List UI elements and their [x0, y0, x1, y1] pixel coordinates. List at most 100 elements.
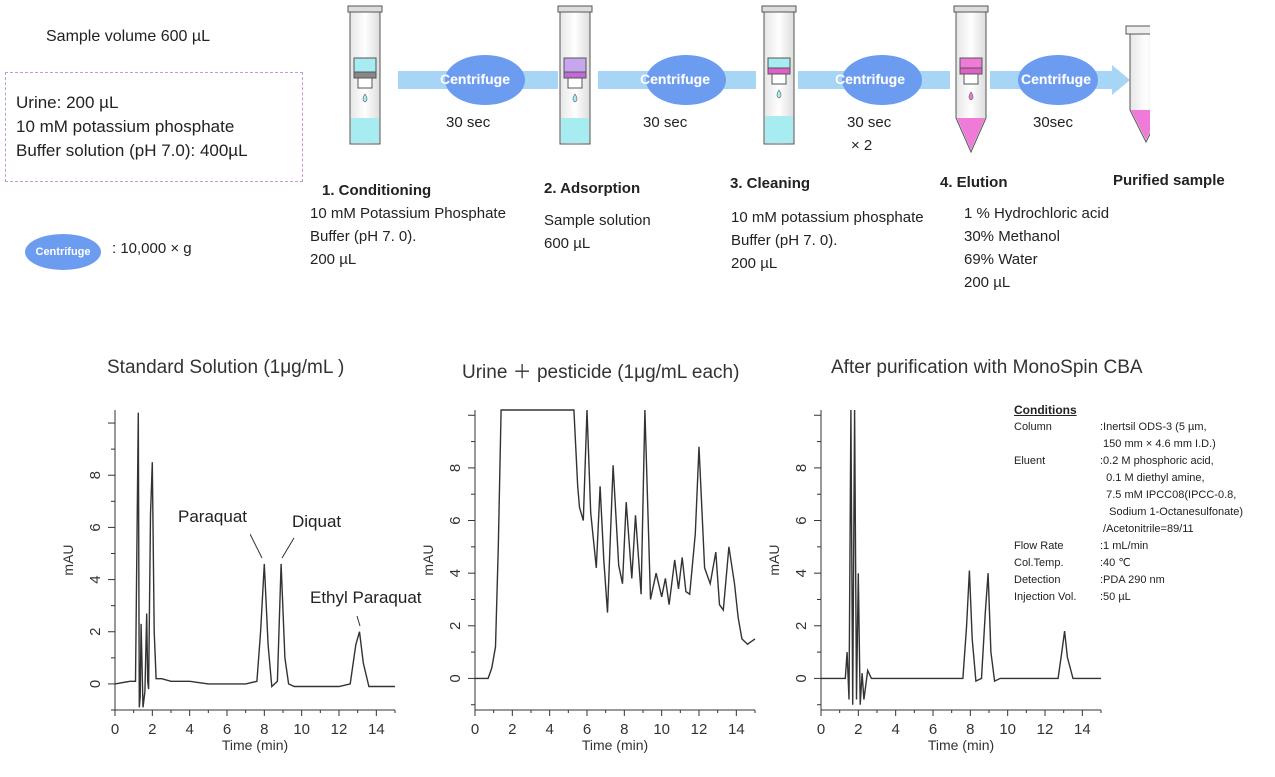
conditions-value: :PDA 290 nm [1100, 574, 1165, 586]
x-tick-label: 8 [620, 721, 628, 738]
x-tick-label: 4 [185, 721, 193, 738]
conditions-key: Eluent [1014, 455, 1046, 467]
x-tick-label: 8 [966, 721, 974, 738]
x-tick-label: 10 [653, 721, 670, 738]
spin-column-4 [953, 5, 989, 154]
sample-volume-label: Sample volume 600 µL [46, 28, 210, 45]
chart-title: After purification with MonoSpin CBA [831, 357, 1143, 378]
sample-composition-box: Urine: 200 µL 10 mM potassium phosphate … [5, 72, 303, 182]
peak-label-ethyl-paraquat: Ethyl Paraquat [310, 588, 422, 607]
centrifuge-label: Centrifuge [640, 71, 710, 87]
x-tick-label: 2 [854, 721, 862, 738]
conditions-key [1014, 521, 1100, 538]
y-tick-label: 2 [87, 628, 104, 636]
conditions-value: :1 mL/min [1100, 540, 1149, 552]
y-tick-label: 4 [447, 569, 464, 577]
x-tick-label: 2 [508, 721, 516, 738]
y-axis-label: mAU [420, 544, 436, 575]
x-axis-label: Time (min) [582, 737, 648, 753]
x-tick-label: 14 [1074, 721, 1091, 738]
x-tick-label: 12 [691, 721, 708, 738]
x-tick-label: 6 [223, 721, 231, 738]
spin-column-2 [557, 5, 593, 145]
conditions-key [1014, 436, 1100, 453]
conditions-key [1014, 504, 1100, 521]
centrifuge-speed: : 10,000 × g [112, 240, 192, 257]
chromatogram-trace [821, 409, 1101, 705]
x-tick-label: 8 [260, 721, 268, 738]
y-tick-label: 6 [793, 516, 810, 524]
chart-title: Urine ＋ pesticide (1μg/mL each) [462, 362, 740, 383]
conditions-heading: Conditions [1014, 403, 1077, 417]
x-tick-label: 0 [471, 721, 479, 738]
centrifuge-step-icon [1018, 55, 1098, 105]
step-title: 4. Elution [940, 174, 1008, 191]
y-axis-label: mAU [60, 544, 76, 575]
y-tick-label: 2 [447, 622, 464, 630]
x-tick-label: 6 [929, 721, 937, 738]
y-tick-label: 4 [87, 575, 104, 583]
y-tick-label: 0 [87, 680, 104, 688]
conditions-row: 0.1 M diethyl amine, [1014, 470, 1243, 487]
x-tick-label: 2 [148, 721, 156, 738]
conditions-row: 7.5 mM IPCC08(IPCC-0.8, [1014, 487, 1243, 504]
centrifuge-legend-icon: Centrifuge [25, 234, 101, 270]
conditions-row: Flow Rate:1 mL/min [1014, 538, 1243, 555]
chromatogram-trace [114, 412, 395, 708]
conditions-key: Detection [1014, 574, 1061, 586]
y-tick-label: 0 [447, 674, 464, 682]
centrifuge-step-icon [445, 55, 525, 105]
conditions-panel: Conditions Column:Inertsil ODS-3 (5 µm, … [1014, 402, 1243, 606]
x-tick-label: 10 [999, 721, 1016, 738]
centrifuge-step-icon [842, 55, 922, 105]
peak-leader-lines [250, 533, 361, 627]
y-tick-label: 2 [793, 622, 810, 630]
centrifuge-time: 30 sec [643, 114, 688, 131]
peak-label-paraquat: Paraquat [178, 507, 247, 526]
conditions-value: :0.2 M phosphoric acid, [1100, 455, 1214, 467]
conditions-value: :Inertsil ODS-3 (5 µm, [1100, 421, 1207, 433]
conditions-key [1014, 487, 1100, 504]
step-description: 1 % Hydrochloric acid 30% Methanol 69% Wat… [964, 205, 1110, 291]
conditions-key: Column [1014, 421, 1052, 433]
step-description: 10 mM Potassium Phosphate Buffer (pH 7. 0… [310, 205, 506, 268]
conditions-value: :40 ℃ [1100, 557, 1131, 569]
conditions-value: /Acetonitrile=89/11 [1100, 523, 1194, 535]
x-tick-label: 14 [728, 721, 745, 738]
conditions-value: Sodium 1-Octanesulfonate) [1100, 506, 1244, 518]
spin-column-3 [761, 5, 797, 145]
y-axis-label: mAU [766, 544, 782, 575]
x-tick-label: 6 [583, 721, 591, 738]
purified-sample-tube [1125, 25, 1150, 144]
centrifuge-step-icon [646, 55, 726, 105]
x-tick-label: 4 [545, 721, 553, 738]
step-title: Purified sample [1113, 172, 1225, 189]
conditions-row: Injection Vol. :50 µL [1014, 589, 1243, 606]
centrifuge-time: 30sec [1033, 114, 1074, 131]
conditions-row: Detection :PDA 290 nm [1014, 572, 1243, 589]
centrifuge-label: Centrifuge [1021, 71, 1091, 87]
spin-column-1 [347, 5, 383, 145]
y-tick-label: 6 [447, 516, 464, 524]
conditions-value: :50 µL [1100, 591, 1131, 603]
conditions-row: Col.Temp.:40 ℃ [1014, 555, 1243, 572]
chromatogram-trace [475, 409, 756, 680]
x-axis-label: Time (min) [928, 737, 994, 753]
sample-line: Urine: 200 µL [16, 93, 119, 112]
peak-label-diquat: Diquat [292, 512, 342, 531]
y-tick-label: 8 [793, 464, 810, 472]
conditions-key: Injection Vol. [1014, 591, 1077, 603]
conditions-row: Eluent :0.2 M phosphoric acid, [1014, 453, 1243, 470]
conditions-key [1014, 470, 1100, 487]
step-title: 1. Conditioning [322, 182, 432, 199]
y-tick-label: 0 [793, 674, 810, 682]
sample-line: 10 mM potassium phosphate [16, 117, 235, 136]
sample-line: Buffer solution (pH 7.0): 400µL [16, 141, 248, 160]
centrifuge-label: Centrifuge [835, 71, 905, 87]
chart-title: Standard Solution (1μg/mL ) [107, 357, 345, 378]
x-tick-label: 4 [891, 721, 899, 738]
spin-column-illustrations [347, 5, 1150, 154]
x-tick-label: 12 [1037, 721, 1054, 738]
